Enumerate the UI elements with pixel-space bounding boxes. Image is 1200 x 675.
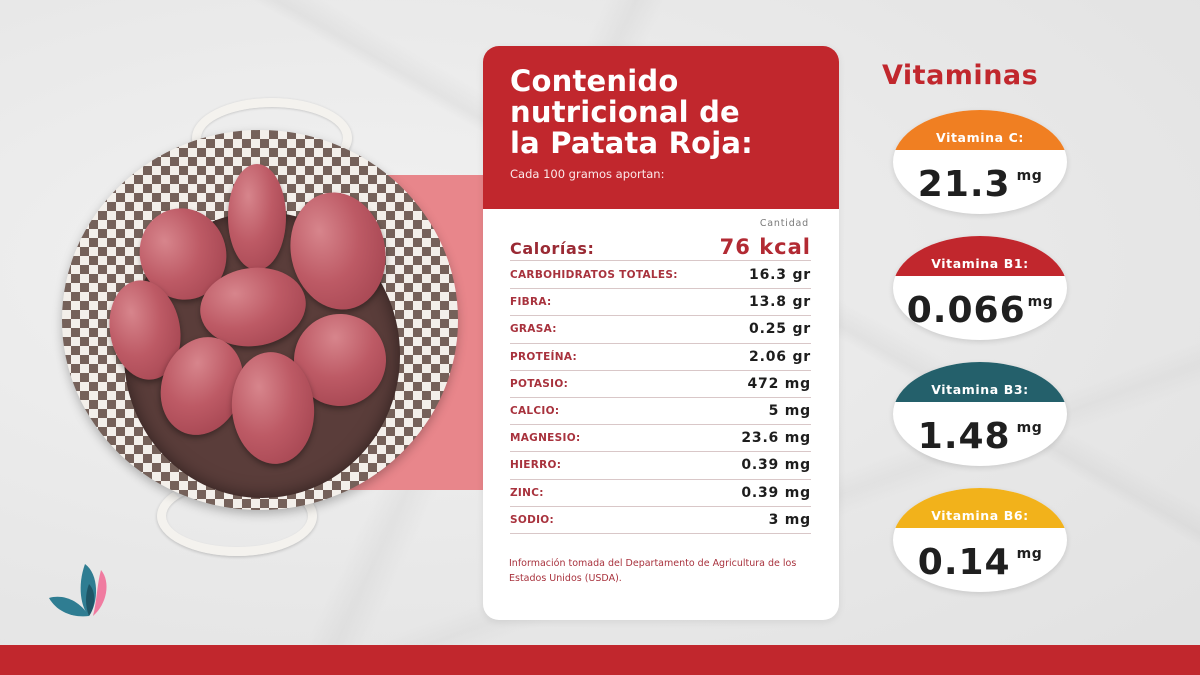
table-row: MAGNESIO: 23.6 mg — [510, 425, 811, 453]
nutrient-name: FIBRA: — [510, 296, 552, 309]
vitamin-label: Vitamina C: — [893, 110, 1067, 150]
card-title-line: Contenido — [510, 64, 679, 98]
nutrient-value: 23.6 mg — [741, 430, 811, 447]
table-row: FIBRA: 13.8 gr — [510, 289, 811, 317]
basket-handle-top — [192, 98, 352, 178]
vitamin-unit: mg — [1027, 294, 1054, 310]
nutrient-name: SODIO: — [510, 513, 555, 526]
nutrient-value: 5 mg — [768, 403, 811, 420]
table-row: CALCIO: 5 mg — [510, 398, 811, 426]
vitamin-label: Vitamina B1: — [893, 236, 1067, 276]
nutrient-name: CARBOHIDRATOS TOTALES: — [510, 269, 678, 282]
vitamin-badge-b3: Vitamina B3: 1.48 mg — [893, 362, 1067, 466]
vitamin-unit: mg — [1016, 420, 1043, 436]
table-row: SODIO: 3 mg — [510, 507, 811, 534]
nutrient-value: 472 mg — [747, 375, 811, 392]
calories-label: Calorías: — [510, 239, 595, 258]
nutrient-name: GRASA: — [510, 323, 557, 336]
table-row: GRASA: 0.25 gr — [510, 316, 811, 344]
table-row: HIERRO: 0.39 mg — [510, 452, 811, 480]
vitamin-unit: mg — [1016, 546, 1043, 562]
table-row: CARBOHIDRATOS TOTALES: 16.3 gr — [510, 262, 811, 290]
table-row: POTASIO: 472 mg — [510, 371, 811, 398]
bottom-brand-bar — [0, 645, 1200, 675]
nutrient-value: 0.39 mg — [741, 484, 811, 501]
nutrient-value: 16.3 gr — [749, 267, 811, 284]
vitamin-value-row: 0.14 mg — [893, 532, 1067, 585]
vitamin-value: 0.066 — [906, 290, 1026, 331]
vitamin-badge-c: Vitamina C: 21.3 mg — [893, 110, 1067, 214]
vitamin-value-row: 0.066 mg — [893, 280, 1067, 333]
vitamins-title: Vitaminas — [882, 60, 1039, 91]
nutrient-name: HIERRO: — [510, 459, 562, 472]
nutrient-name: ZINC: — [510, 486, 544, 499]
vitamin-unit: mg — [1016, 168, 1043, 184]
potato — [228, 164, 286, 270]
table-row: ZINC: 0.39 mg — [510, 480, 811, 507]
nutrient-name: MAGNESIO: — [510, 432, 581, 445]
card-subtitle: Cada 100 gramos aportan: — [510, 167, 665, 181]
nutrient-value: 3 mg — [768, 511, 811, 528]
nutrient-value: 0.39 mg — [741, 457, 811, 474]
vitamin-value: 0.14 — [917, 542, 1011, 583]
nutrition-card: Contenido nutricional de la Patata Roja:… — [483, 46, 839, 620]
calories-row: Calorías: 76 kcal — [510, 231, 811, 261]
quantity-column-header: Cantidad — [759, 218, 809, 229]
nutrient-table: CARBOHIDRATOS TOTALES: 16.3 gr FIBRA: 13.8… — [510, 262, 811, 534]
calories-value: 76 kcal — [719, 235, 811, 259]
vitamin-value-row: 21.3 mg — [893, 154, 1067, 207]
checkered-cloth — [62, 130, 458, 510]
vitamin-value: 21.3 — [917, 164, 1011, 205]
nutrient-name: PROTEÍNA: — [510, 350, 577, 363]
nutrient-name: POTASIO: — [510, 377, 569, 390]
source-note: Información tomada del Departamento de A… — [509, 558, 797, 584]
card-title: Contenido nutricional de la Patata Roja: — [510, 66, 813, 159]
vitamin-badge-b1: Vitamina B1: 0.066 mg — [893, 236, 1067, 340]
potato-basket-image — [62, 98, 458, 558]
vitamin-label: Vitamina B6: — [893, 488, 1067, 528]
card-title-line: la Patata Roja: — [510, 126, 753, 160]
basket-handle-bottom — [157, 476, 317, 556]
card-header: Contenido nutricional de la Patata Roja:… — [483, 46, 839, 209]
nutrient-value: 0.25 gr — [749, 321, 811, 338]
nutrient-name: CALCIO: — [510, 405, 560, 418]
nutrient-value: 2.06 gr — [749, 348, 811, 365]
brand-logo-icon — [49, 564, 107, 617]
vitamin-badge-b6: Vitamina B6: 0.14 mg — [893, 488, 1067, 592]
card-title-line: nutricional de — [510, 95, 740, 129]
vitamin-value: 1.48 — [917, 416, 1011, 457]
table-row: PROTEÍNA: 2.06 gr — [510, 344, 811, 371]
nutrient-value: 13.8 gr — [749, 294, 811, 311]
vitamin-label: Vitamina B3: — [893, 362, 1067, 402]
vitamin-value-row: 1.48 mg — [893, 406, 1067, 459]
